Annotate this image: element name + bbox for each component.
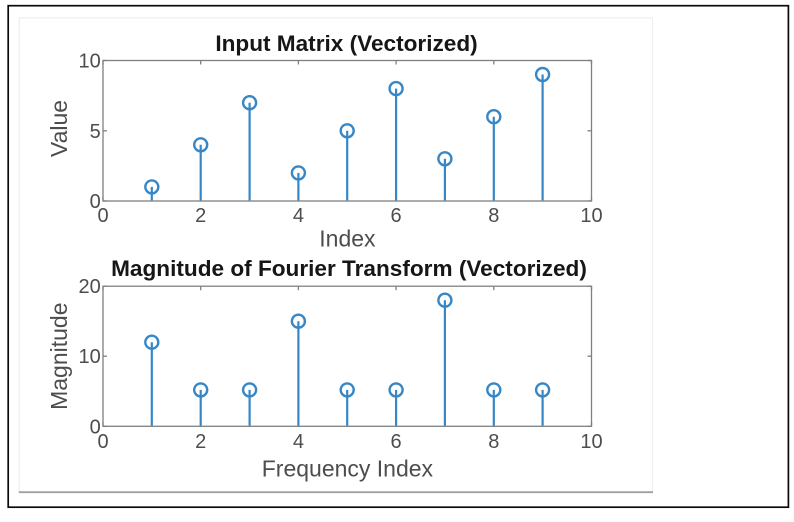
svg-text:8: 8 <box>488 431 499 453</box>
svg-text:10: 10 <box>580 205 602 227</box>
svg-text:0: 0 <box>97 431 108 453</box>
svg-text:Value: Value <box>46 100 72 157</box>
svg-text:4: 4 <box>293 431 304 453</box>
svg-text:20: 20 <box>79 276 101 298</box>
svg-text:0: 0 <box>90 191 101 213</box>
svg-text:0: 0 <box>90 416 101 438</box>
svg-text:6: 6 <box>391 205 402 227</box>
svg-text:Magnitude: Magnitude <box>46 302 72 409</box>
svg-text:Magnitude of Fourier Transform: Magnitude of Fourier Transform (Vectoriz… <box>111 256 587 281</box>
svg-text:10: 10 <box>580 431 602 453</box>
svg-text:2: 2 <box>195 431 206 453</box>
svg-text:0: 0 <box>97 205 108 227</box>
svg-text:Input Matrix (Vectorized): Input Matrix (Vectorized) <box>215 31 477 56</box>
svg-text:Frequency Index: Frequency Index <box>262 455 434 481</box>
svg-text:6: 6 <box>391 431 402 453</box>
svg-text:2: 2 <box>195 205 206 227</box>
svg-text:8: 8 <box>488 205 499 227</box>
svg-text:10: 10 <box>79 346 101 368</box>
svg-text:4: 4 <box>293 205 304 227</box>
svg-text:5: 5 <box>90 121 101 143</box>
svg-text:Index: Index <box>319 225 376 251</box>
svg-text:10: 10 <box>79 51 101 73</box>
